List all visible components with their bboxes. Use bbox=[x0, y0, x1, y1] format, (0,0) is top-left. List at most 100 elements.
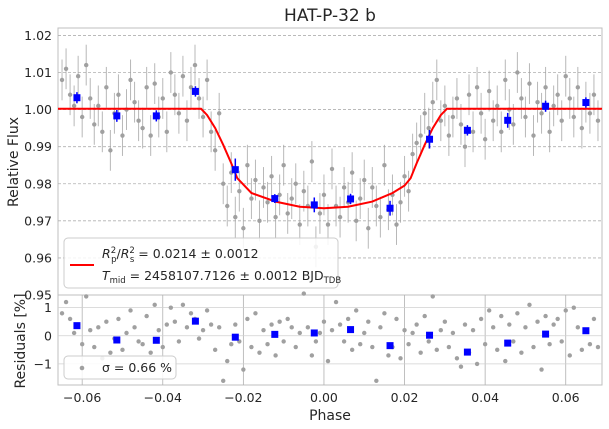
raw-flux-point bbox=[192, 62, 198, 68]
raw-residual-point bbox=[422, 313, 427, 319]
raw-flux-point bbox=[285, 211, 290, 216]
raw-flux-point bbox=[458, 122, 464, 127]
flux-legend-box bbox=[63, 237, 339, 289]
raw-residual-point bbox=[418, 350, 423, 355]
raw-flux-point bbox=[486, 88, 492, 94]
raw-flux-point bbox=[281, 163, 286, 168]
raw-residual-point bbox=[144, 313, 149, 319]
raw-flux-point bbox=[527, 81, 532, 86]
binned-residual-point bbox=[504, 339, 512, 347]
raw-residual-point bbox=[349, 347, 355, 353]
raw-residual-point bbox=[265, 342, 270, 347]
raw-residual-point bbox=[559, 339, 564, 344]
x-tick-label: 0.00 bbox=[310, 390, 338, 405]
raw-residual-point bbox=[293, 344, 298, 350]
raw-flux-point bbox=[575, 85, 581, 90]
raw-flux-point bbox=[108, 148, 113, 153]
raw-flux-point bbox=[450, 114, 456, 120]
binned-flux-point bbox=[347, 195, 355, 203]
raw-flux-point bbox=[370, 185, 375, 190]
raw-residual-point bbox=[567, 353, 572, 358]
raw-residual-point bbox=[454, 356, 460, 361]
raw-flux-point bbox=[503, 77, 508, 83]
binned-flux-point bbox=[152, 112, 160, 120]
raw-residual-point bbox=[478, 316, 484, 322]
raw-residual-point bbox=[482, 342, 488, 347]
raw-residual-point bbox=[297, 330, 302, 336]
residuals-y-tick-label: −1 bbox=[34, 356, 52, 371]
flux-y-tick-label: 1.02 bbox=[24, 28, 52, 43]
raw-residual-point bbox=[273, 353, 278, 358]
raw-residual-point bbox=[474, 361, 480, 367]
raw-residual-point bbox=[71, 330, 77, 336]
raw-flux-point bbox=[261, 185, 266, 190]
raw-residual-point bbox=[124, 330, 129, 336]
raw-flux-point bbox=[75, 74, 81, 79]
binned-residual-point bbox=[582, 327, 590, 335]
raw-residual-points bbox=[59, 291, 601, 383]
raw-flux-point bbox=[84, 62, 89, 68]
raw-residual-point bbox=[132, 325, 137, 330]
raw-residual-point bbox=[470, 327, 476, 333]
raw-flux-point bbox=[100, 129, 105, 135]
raw-residual-point bbox=[172, 319, 178, 324]
raw-flux-point bbox=[245, 163, 250, 168]
binned-residual-point bbox=[426, 331, 434, 339]
raw-flux-point bbox=[88, 96, 93, 101]
residuals-y-tick-label: 0 bbox=[44, 328, 52, 343]
raw-residual-point bbox=[196, 336, 202, 341]
flux-y-tick-label: 1.01 bbox=[24, 65, 52, 80]
raw-flux-point bbox=[563, 74, 568, 79]
flux-y-tick-label: 0.97 bbox=[24, 213, 52, 228]
raw-flux-point bbox=[79, 114, 85, 120]
raw-flux-point bbox=[587, 111, 593, 116]
binned-residual-point bbox=[231, 333, 239, 341]
raw-flux-point bbox=[438, 118, 444, 123]
raw-flux-point bbox=[398, 200, 403, 205]
raw-flux-point bbox=[208, 129, 214, 135]
raw-residual-point bbox=[253, 311, 258, 316]
binned-flux-point bbox=[113, 112, 121, 120]
raw-flux-point bbox=[595, 118, 601, 123]
raw-residual-point bbox=[575, 325, 581, 330]
binned-residual-point bbox=[73, 322, 81, 330]
raw-flux-point bbox=[511, 122, 516, 127]
raw-residual-point bbox=[486, 308, 492, 313]
residuals-legend-sigma: σ = 0.66 % bbox=[102, 360, 172, 375]
raw-residual-point bbox=[92, 344, 97, 350]
raw-residual-point bbox=[426, 339, 431, 344]
raw-residual-point bbox=[511, 339, 516, 344]
raw-residual-point bbox=[523, 325, 528, 330]
flux-legend: R2 p/R2 s = 0.0214 ± 0.0012 Tmid = 2458107… bbox=[63, 237, 341, 289]
raw-flux-point bbox=[249, 196, 254, 201]
raw-residual-point bbox=[410, 330, 415, 336]
binned-residual-points bbox=[73, 317, 590, 356]
raw-residual-point bbox=[245, 316, 250, 322]
raw-residual-point bbox=[438, 327, 444, 333]
raw-residual-point bbox=[184, 325, 190, 330]
raw-flux-point bbox=[394, 222, 399, 227]
raw-flux-point bbox=[366, 226, 371, 231]
raw-flux-point bbox=[523, 114, 528, 120]
binned-flux-point bbox=[231, 166, 239, 174]
raw-residual-point bbox=[378, 325, 383, 330]
residuals-panel: −1 0 1 −0.06 −0.04 −0.02 0.00 0.02 0.04 0.06 Res… bbox=[13, 291, 603, 424]
raw-flux-point bbox=[216, 111, 222, 116]
raw-flux-point bbox=[184, 118, 190, 123]
raw-residual-point bbox=[579, 347, 585, 353]
raw-residual-point bbox=[104, 319, 109, 324]
raw-residual-point bbox=[595, 344, 601, 350]
raw-residual-point bbox=[555, 316, 560, 322]
raw-residual-point bbox=[96, 325, 101, 330]
raw-flux-point bbox=[374, 203, 379, 209]
raw-flux-point bbox=[349, 170, 355, 175]
raw-residual-point bbox=[120, 347, 125, 353]
x-tick-label: −0.02 bbox=[224, 390, 262, 405]
raw-residual-point bbox=[539, 367, 544, 372]
raw-flux-point bbox=[269, 174, 274, 179]
raw-residual-point bbox=[394, 316, 399, 322]
binned-flux-point bbox=[271, 195, 279, 203]
raw-residual-point bbox=[289, 325, 294, 330]
raw-residual-point bbox=[160, 344, 165, 350]
x-tick-label: 0.04 bbox=[471, 390, 499, 405]
